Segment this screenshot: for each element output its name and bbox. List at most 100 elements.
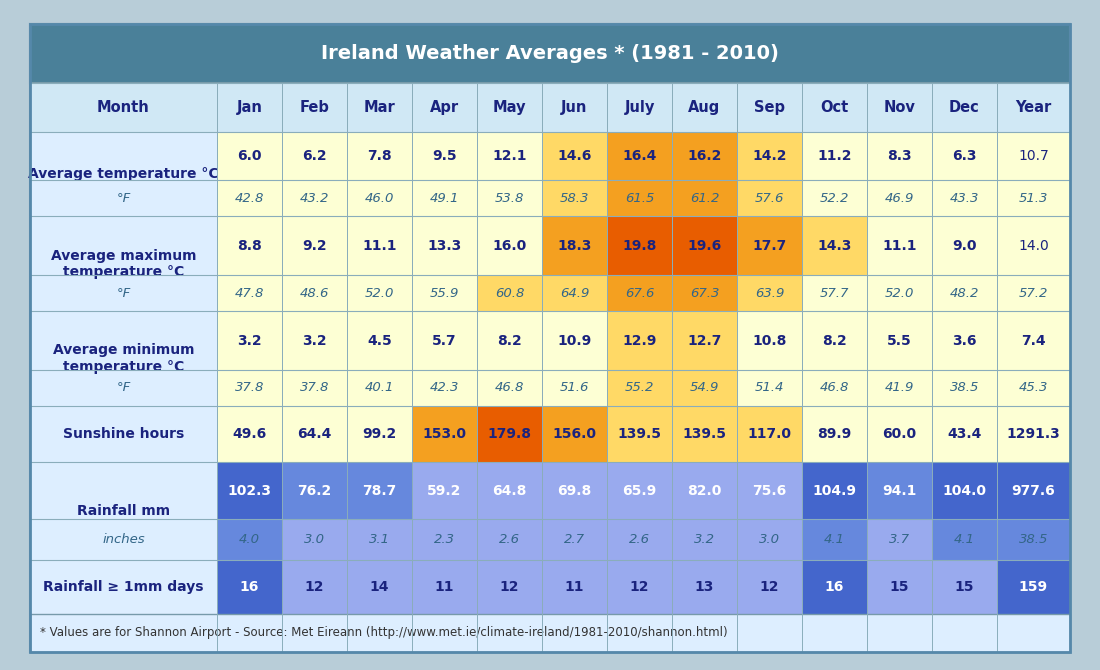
Text: 78.7: 78.7 [362,484,397,498]
Text: 48.2: 48.2 [949,287,979,299]
Text: 4.1: 4.1 [824,533,845,546]
Text: 117.0: 117.0 [748,427,792,441]
Text: 46.0: 46.0 [365,192,394,205]
Bar [802,216,867,275]
Bar [282,83,346,132]
Text: 52.2: 52.2 [820,192,849,205]
Bar [477,406,542,462]
Bar [217,216,282,275]
Bar [737,519,802,559]
Text: Sunshine hours: Sunshine hours [63,427,184,441]
Bar [932,370,997,406]
Bar [30,132,217,216]
Text: 6.0: 6.0 [238,149,262,163]
Bar [932,216,997,275]
Bar [346,406,412,462]
Bar [30,216,217,311]
Bar [737,406,802,462]
Bar [672,275,737,311]
Bar [932,559,997,614]
Bar [997,180,1070,216]
Text: 159: 159 [1019,580,1048,594]
Text: 45.3: 45.3 [1019,381,1048,395]
Text: 13.3: 13.3 [428,239,462,253]
Text: 14: 14 [370,580,389,594]
Bar [282,559,346,614]
Bar [997,406,1070,462]
Text: 67.3: 67.3 [690,287,719,299]
Bar [802,519,867,559]
Bar [477,216,542,275]
Text: 7.4: 7.4 [1021,334,1046,348]
Text: 37.8: 37.8 [300,381,329,395]
Text: 49.1: 49.1 [430,192,459,205]
Text: Oct: Oct [821,100,848,115]
Bar [607,406,672,462]
Bar [412,83,477,132]
Bar [30,370,217,406]
Text: 58.3: 58.3 [560,192,590,205]
Text: 89.9: 89.9 [817,427,851,441]
Text: 65.9: 65.9 [623,484,657,498]
Text: 42.8: 42.8 [234,192,264,205]
Text: Ireland Weather Averages * (1981 - 2010): Ireland Weather Averages * (1981 - 2010) [321,44,779,63]
Bar [217,132,282,180]
Text: 43.3: 43.3 [949,192,979,205]
Bar [30,275,217,311]
Text: Year: Year [1015,100,1052,115]
Bar [932,406,997,462]
Bar [867,406,932,462]
Bar [346,311,412,370]
Text: May: May [493,100,526,115]
Text: 14.3: 14.3 [817,239,851,253]
Bar [607,180,672,216]
Text: 11.1: 11.1 [882,239,916,253]
Bar [932,180,997,216]
Bar [672,180,737,216]
Text: 4.5: 4.5 [367,334,392,348]
Bar [737,559,802,614]
Text: 11.1: 11.1 [362,239,397,253]
Bar [802,132,867,180]
Bar [867,559,932,614]
Text: 7.8: 7.8 [367,149,392,163]
Text: 16: 16 [240,580,260,594]
Text: 55.2: 55.2 [625,381,654,395]
Text: 9.2: 9.2 [302,239,327,253]
Bar [737,216,802,275]
Bar [346,559,412,614]
Bar [477,519,542,559]
Bar [346,216,412,275]
Bar [477,180,542,216]
Bar [477,83,542,132]
Bar [802,311,867,370]
Bar [997,370,1070,406]
Bar [282,132,346,180]
Text: 42.3: 42.3 [430,381,459,395]
Text: 12: 12 [629,580,649,594]
Bar [282,216,346,275]
Text: 94.1: 94.1 [882,484,916,498]
Bar [802,370,867,406]
Bar [802,559,867,614]
Text: 55.9: 55.9 [430,287,459,299]
Text: 18.3: 18.3 [558,239,592,253]
Text: 67.6: 67.6 [625,287,654,299]
Text: 76.2: 76.2 [297,484,331,498]
Text: 61.5: 61.5 [625,192,654,205]
Bar [607,83,672,132]
Text: 53.8: 53.8 [495,192,525,205]
Text: 12.1: 12.1 [493,149,527,163]
Text: 46.8: 46.8 [495,381,525,395]
Bar [346,462,412,519]
Text: 8.3: 8.3 [888,149,912,163]
Bar [737,275,802,311]
Text: 14.6: 14.6 [558,149,592,163]
Bar [477,559,542,614]
Text: 52.0: 52.0 [884,287,914,299]
Bar [802,83,867,132]
Text: 2.6: 2.6 [629,533,650,546]
Bar [997,311,1070,370]
Bar [607,462,672,519]
Text: Feb: Feb [299,100,329,115]
